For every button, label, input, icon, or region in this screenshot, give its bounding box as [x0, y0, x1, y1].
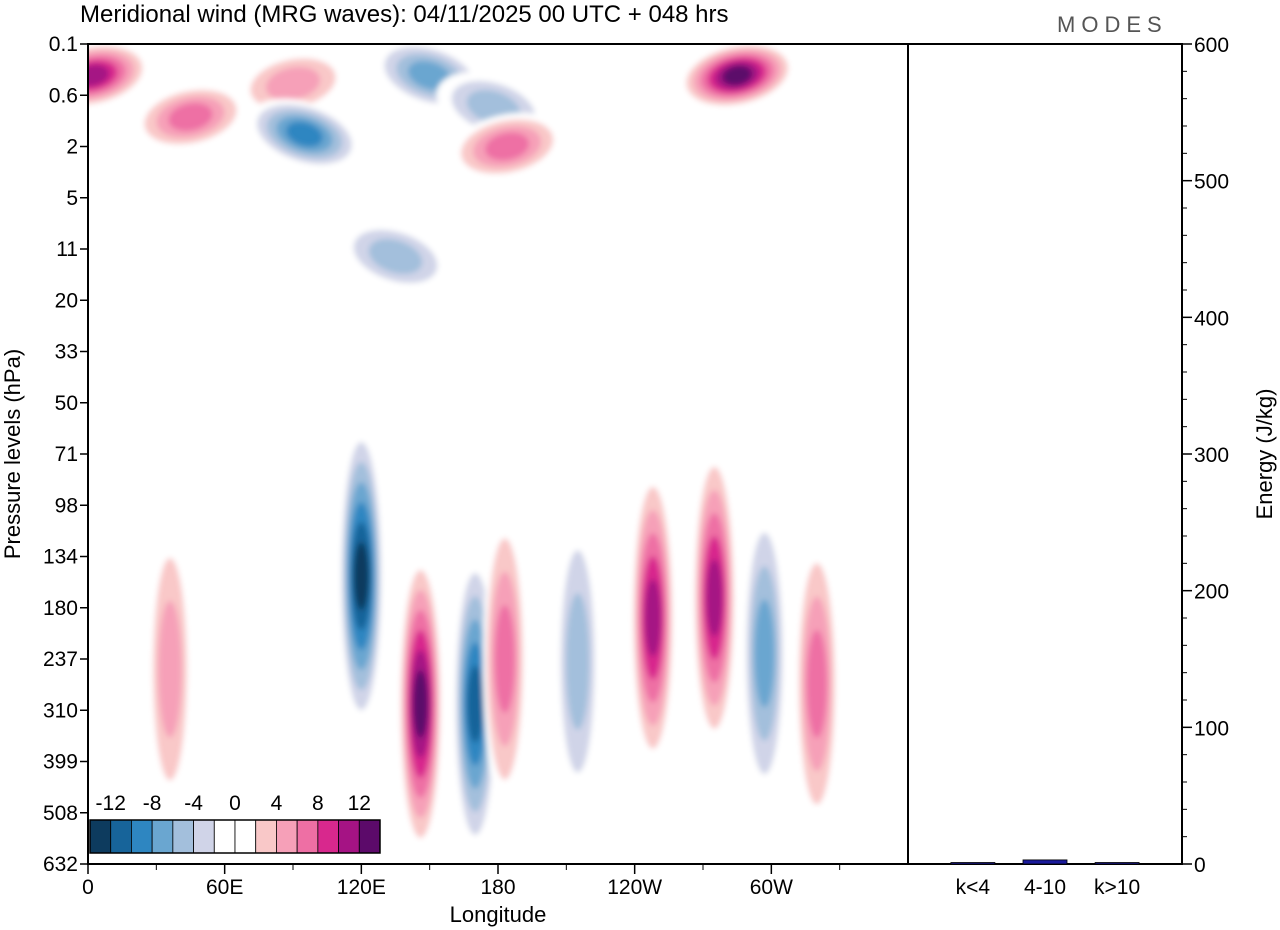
pressure-tick-label: 98	[55, 494, 78, 517]
colorbar-label: 0	[229, 792, 241, 815]
colorbar-label: 4	[271, 792, 283, 815]
energy-category-label: k<4	[956, 876, 991, 899]
colorbar-label: -4	[184, 792, 203, 815]
pressure-tick-label: 2	[66, 136, 78, 159]
colorbar-swatch	[213, 819, 236, 854]
colorbar-label: 8	[312, 792, 324, 815]
longitude-tick-label: 0	[82, 876, 94, 899]
pressure-tick-label: 5	[66, 187, 78, 210]
pressure-tick-label: 310	[43, 699, 78, 722]
wind-feature-13	[555, 507, 600, 816]
wind-feature-16	[148, 515, 192, 824]
colorbar-swatch	[255, 819, 277, 854]
heatmap-axes: 0.1 0.6 2 5 11 20 33 50 71 98 134 180 237 310 399 508 63…	[43, 33, 841, 899]
colorbar-swatch	[151, 819, 174, 854]
wind-feature-12	[482, 505, 527, 813]
colorbar-swatch	[172, 819, 194, 854]
colorbar-label: 12	[348, 792, 371, 815]
pressure-tick-label: 71	[55, 443, 78, 466]
colorbar-label: -8	[143, 792, 162, 815]
colorbar-swatch	[317, 819, 339, 854]
energy-tick-label: 400	[1194, 307, 1229, 330]
colorbar-swatch	[296, 819, 319, 854]
wind-feature-3	[247, 98, 362, 170]
wind-feature-10	[398, 549, 443, 858]
wind-feature-14	[630, 463, 675, 772]
pressure-tick-label: 632	[43, 853, 78, 876]
energy-category-label: 4-10	[1024, 876, 1066, 899]
energy-bar-k<4	[950, 862, 996, 865]
colorbar: -12 -8 -4 0 4 8 12	[89, 792, 381, 854]
wind-feature-5	[338, 220, 453, 292]
wind-feature-0	[88, 44, 151, 110]
longitude-tick-label: 60W	[750, 876, 793, 899]
colorbar-label: -12	[96, 792, 126, 815]
pressure-tick-label: 50	[55, 392, 78, 415]
energy-tick-label: 500	[1194, 171, 1229, 194]
y-axis-label: Pressure levels (hPa)	[0, 349, 25, 559]
colorbar-swatch	[338, 819, 360, 854]
longitude-tick-label: 120W	[607, 876, 662, 899]
wind-feature-18	[794, 529, 839, 838]
colorbar-swatch	[358, 819, 381, 854]
colorbar-swatch	[131, 819, 153, 854]
energy-axis-label: Energy (J/kg)	[1252, 389, 1277, 520]
wind-feature-9	[339, 422, 384, 731]
pressure-tick-label: 0.1	[49, 33, 78, 56]
brand-logo: MODES	[1057, 12, 1168, 37]
bar-axes: 0 100 200 300 400 500 600	[1182, 34, 1229, 877]
pressure-tick-label: 0.6	[49, 84, 78, 107]
pressure-tick-label: 33	[55, 341, 78, 364]
wind-feature-1	[132, 83, 249, 151]
pressure-tick-label: 180	[43, 597, 78, 620]
energy-bar-k>10	[1094, 862, 1140, 865]
wind-feature-8	[679, 44, 796, 110]
energy-tick-label: 100	[1194, 717, 1229, 740]
pressure-tick-label: 134	[43, 546, 78, 569]
pressure-tick-label: 237	[43, 648, 78, 671]
energy-tick-label: 200	[1194, 581, 1229, 604]
wind-feature-7	[449, 112, 566, 181]
bar-panel-frame	[907, 43, 1183, 865]
colorbar-frame	[89, 819, 381, 854]
x-axis-label: Longitude	[450, 902, 547, 927]
colorbar-swatch	[89, 819, 112, 854]
energy-bar-4-10	[1022, 859, 1068, 865]
pressure-tick-label: 11	[56, 238, 78, 261]
energy-bars: k<4 4-10 k>10	[950, 859, 1140, 899]
pressure-tick-label: 399	[43, 751, 78, 774]
longitude-tick-label: 180	[480, 876, 515, 899]
chart-title: Meridional wind (MRG waves): 04/11/2025 …	[80, 1, 729, 28]
wind-feature-17	[742, 499, 787, 808]
wind-feature-2	[234, 50, 352, 118]
colorbar-swatch	[276, 819, 298, 854]
colorbar-swatch	[234, 819, 257, 854]
pressure-tick-label: 20	[55, 289, 78, 312]
pressure-tick-label: 508	[43, 802, 78, 825]
wind-contours	[88, 44, 839, 858]
longitude-tick-label: 120E	[337, 876, 386, 899]
energy-category-label: k>10	[1094, 876, 1140, 899]
colorbar-swatch	[193, 819, 215, 854]
energy-tick-label: 300	[1194, 444, 1229, 467]
wind-feature-15	[692, 443, 737, 752]
energy-tick-label: 0	[1194, 854, 1206, 877]
longitude-tick-label: 60E	[206, 876, 243, 899]
colorbar-swatch	[110, 819, 132, 854]
energy-tick-label: 600	[1194, 34, 1229, 57]
